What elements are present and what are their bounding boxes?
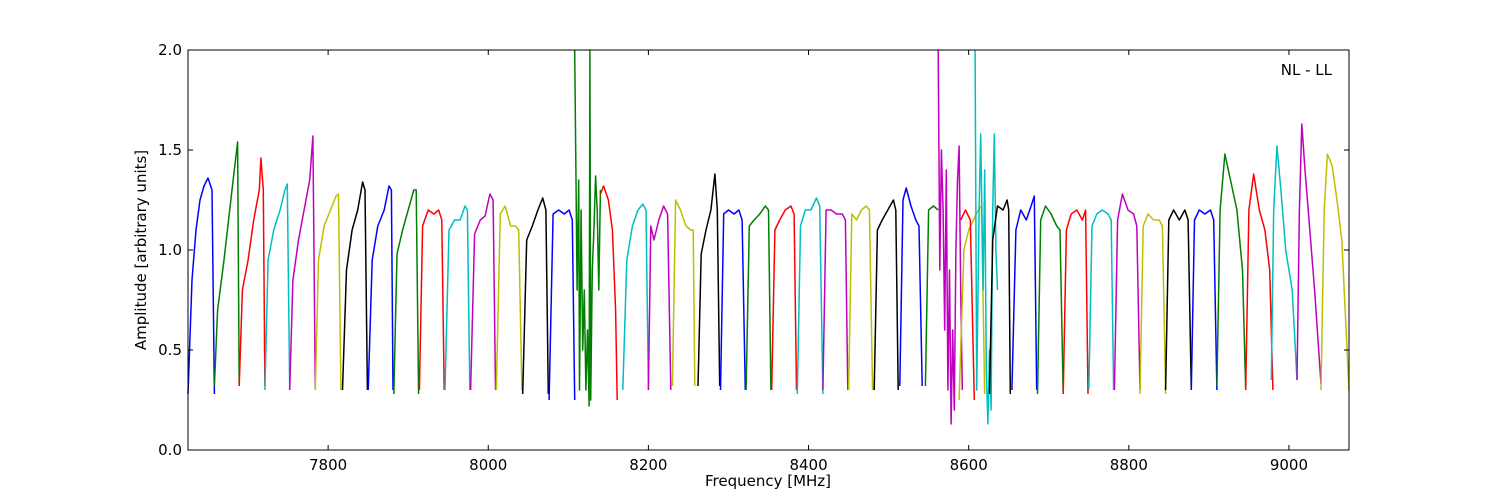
annotation-label: NL - LL [1281,61,1333,79]
series-line-4 [288,135,317,391]
series-line-11 [469,193,497,391]
series-line-38 [1088,209,1115,391]
series-line-5 [314,193,342,391]
series-line-29 [924,205,939,387]
series-line-34 [988,199,1012,395]
series-line-13 [521,197,550,395]
series-line-33 [974,49,999,425]
series-line-39 [1113,193,1141,391]
series-line-8 [393,189,420,395]
series-line-45 [1270,145,1298,381]
series-line-41 [1164,209,1193,391]
x-axis-label: Frequency [MHz] [705,472,831,490]
series-line-47 [1320,153,1350,391]
y-tick-label: 1.5 [158,141,182,159]
tick-layer: 7800 8000 8200 8400 8600 8800 9000 0.0 0.5 1.0 1.5… [158,41,1349,474]
series-line-46 [1296,123,1322,385]
series-line-6 [341,181,369,391]
series-line-20 [697,173,721,387]
series-line-27 [873,199,899,391]
series-line-35 [1011,195,1038,391]
series-line-24 [796,197,824,395]
y-tick-label: 0.0 [158,441,182,459]
series-line-36 [1036,205,1064,395]
series-layer [187,49,1350,425]
y-tick-label: 2.0 [158,41,182,59]
series-line-40 [1139,213,1167,395]
series-line-32 [960,209,976,401]
x-tick-label: 9000 [1270,456,1308,474]
series-line-7 [367,185,394,391]
x-tick-label: 8400 [789,456,827,474]
x-tick-label: 8000 [469,456,507,474]
y-axis-label: Amplitude [arbitrary units] [132,150,150,350]
x-tick-label: 7800 [309,456,347,474]
series-line-21 [719,209,747,391]
x-tick-label: 8200 [629,456,667,474]
series-line-2 [238,157,266,387]
series-line-25 [822,209,849,391]
series-line-26 [847,205,874,391]
series-line-0 [187,177,216,395]
series-line-37 [1062,209,1089,395]
series-line-10 [444,205,471,391]
series-line-9 [418,209,445,391]
series-line-15 [573,49,602,407]
series-line-43 [1216,153,1247,391]
series-line-23 [770,205,798,391]
series-line-19 [671,199,696,387]
series-line-16 [599,185,618,401]
series-line-42 [1190,209,1218,391]
series-line-17 [622,203,650,391]
series-line-1 [213,141,240,387]
x-tick-label: 8600 [950,456,988,474]
series-line-3 [264,183,291,391]
y-tick-label: 1.0 [158,241,182,259]
series-line-28 [899,187,923,387]
series-line-12 [495,205,523,391]
series-line-22 [745,205,772,391]
series-line-44 [1244,173,1274,391]
series-line-30 [937,49,964,425]
series-line-14 [548,209,576,401]
y-tick-label: 0.5 [158,341,182,359]
series-line-18 [647,205,672,391]
x-tick-label: 8800 [1110,456,1148,474]
